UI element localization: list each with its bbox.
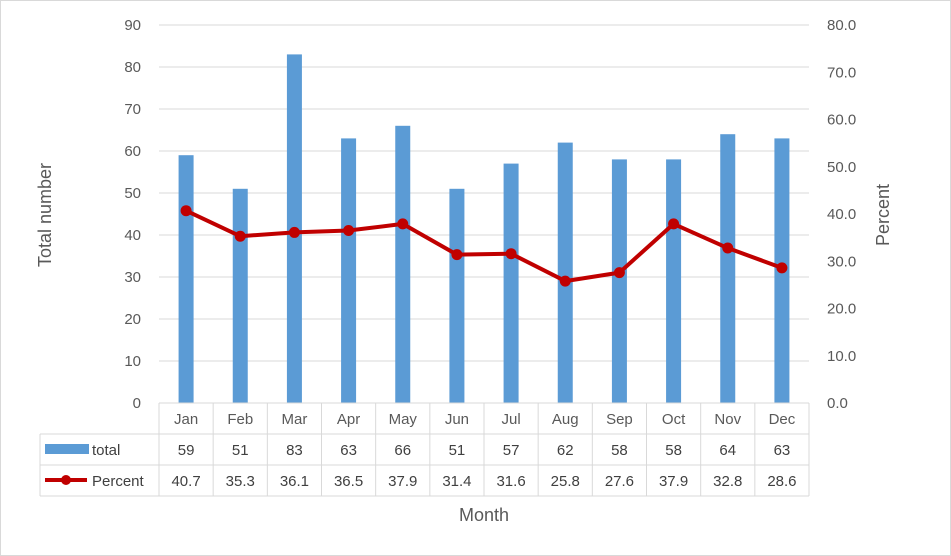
y2-tick-label: 50.0 [827,159,856,176]
bar [503,163,519,403]
data-label-total: 59 [178,442,195,459]
percent-line [185,208,783,284]
bar-series-total [178,54,790,404]
line-point [397,218,409,230]
y-tick-label: 0 [133,395,141,412]
y2-axis-title: Percent [873,184,893,246]
x-tick-label: Jul [501,411,520,428]
y-tick-label: 20 [124,311,141,328]
x-tick-label: Aug [552,411,579,428]
data-label-total: 63 [340,442,357,459]
axes: 0 10 20 30 40 50 60 70 80 90 0.0 10.0 20.0 30.0 40.0 50… [124,17,856,412]
data-label-total: 58 [611,442,628,459]
bar [395,125,411,404]
line-point [343,225,355,237]
data-label-total: 63 [774,442,791,459]
data-label-percent: 37.9 [388,473,417,490]
legend-label-total: total [92,442,120,459]
x-tick-label: Nov [714,411,741,428]
x-tick-label: Jun [445,411,469,428]
y2-tick-label: 80.0 [827,17,856,34]
y-tick-label: 50 [124,185,141,202]
x-tick-label: Jan [174,411,198,428]
data-label-percent: 32.8 [713,473,742,490]
data-table: Jan Feb Mar Apr May Jun Jul Aug Sep Oct Nov Dec tota… [39,402,810,497]
line-point [722,242,734,254]
line-point [668,218,680,230]
y2-tick-label: 20.0 [827,301,856,318]
y2-tick-label: 10.0 [827,348,856,365]
data-label-total: 58 [665,442,682,459]
y2-tick-label: 30.0 [827,253,856,270]
x-tick-label: Dec [769,411,796,428]
x-tick-label: Apr [337,411,360,428]
data-label-percent: 35.3 [226,473,255,490]
line-point [613,267,625,279]
legend-label-percent: Percent [92,473,145,490]
legend-key-total [45,444,89,454]
line-point [451,249,463,261]
line-series-percent [180,205,788,287]
data-label-total: 66 [394,442,411,459]
y-tick-label: 70 [124,101,141,118]
data-label-percent: 36.1 [280,473,309,490]
line-point [234,230,246,242]
x-tick-label: Sep [606,411,633,428]
data-label-percent: 28.6 [767,473,796,490]
bar [178,155,194,403]
y2-tick-label: 60.0 [827,112,856,129]
y2-tick-label: 70.0 [827,64,856,81]
data-label-total: 64 [719,442,736,459]
data-label-percent: 31.4 [442,473,471,490]
bar [611,159,627,403]
x-axis-title: Month [459,505,509,525]
y-tick-label: 10 [124,353,141,370]
y2-tick-label: 40.0 [827,206,856,223]
bar [341,138,357,403]
y-tick-label: 80 [124,59,141,76]
y-tick-label: 90 [124,17,141,34]
data-label-total: 62 [557,442,574,459]
bar [666,159,682,403]
x-tick-label: Mar [281,411,307,428]
data-label-percent: 31.6 [496,473,525,490]
x-tick-label: May [389,411,418,428]
gridlines [159,24,809,404]
bar [720,134,736,403]
line-point [559,275,571,287]
x-tick-label: Feb [227,411,253,428]
bar [557,142,573,403]
y2-tick-label: 0.0 [827,395,848,412]
y-tick-label: 60 [124,143,141,160]
line-point [505,248,517,260]
data-label-percent: 27.6 [605,473,634,490]
y-axis-title: Total number [35,163,55,267]
data-label-percent: 40.7 [171,473,200,490]
legend-key-percent-marker [61,475,71,485]
data-label-percent: 36.5 [334,473,363,490]
data-label-total: 57 [503,442,520,459]
x-tick-label: Oct [662,411,686,428]
data-label-total: 51 [232,442,249,459]
line-point [288,226,300,238]
data-label-total: 51 [449,442,466,459]
bar [449,188,465,403]
data-label-total: 83 [286,442,303,459]
line-point [180,205,192,217]
y-tick-label: 40 [124,227,141,244]
data-label-percent: 25.8 [551,473,580,490]
y-tick-label: 30 [124,269,141,286]
bar [232,188,248,403]
line-point [776,262,788,274]
data-label-percent: 37.9 [659,473,688,490]
